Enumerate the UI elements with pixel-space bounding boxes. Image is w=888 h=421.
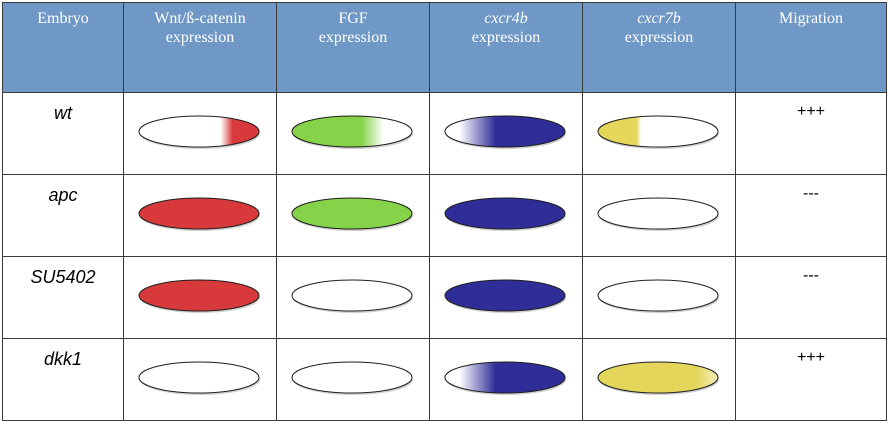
fgf-expression-cell [276,92,430,175]
wnt-expression-ellipse [138,361,260,395]
migration-value: +++ [796,349,826,366]
cxcr7b-expression-ellipse [597,197,719,231]
wnt-expression-ellipse [138,197,260,231]
expression-ellipse-green-full [291,197,413,230]
cxcr7b-expression-cell [582,256,736,339]
header-embryo: Embryo [2,2,124,93]
cxcr7b-expression-cell [582,92,736,175]
table-row: dkk1 +++ [2,338,887,421]
wnt-expression-cell [123,256,277,339]
cxcr4b-expression-cell [429,174,583,257]
embryo-cell: wt [2,92,124,175]
cxcr4b-expression-ellipse [444,197,566,231]
migration-cell: +++ [735,338,887,421]
migration-value: +++ [796,103,826,120]
embryo-label: wt [54,103,72,123]
table-row: apc --- [2,174,887,257]
expression-ellipse-empty [291,361,413,394]
embryo-label: SU5402 [30,267,96,287]
fgf-expression-cell [276,256,430,339]
header-cxcr4b: cxcr4b expression [429,2,583,93]
expression-ellipse-empty [138,361,260,394]
header-migration: Migration [735,2,887,93]
table-row: wt +++ [2,92,887,175]
header-wnt: Wnt/ß-catenin expression [123,2,277,93]
expression-ellipse-empty [291,279,413,312]
expression-ellipse-red-full [138,197,260,230]
expression-ellipse-blue-gradient [444,115,566,148]
migration-value: --- [803,185,819,202]
cxcr4b-expression-ellipse [444,115,566,149]
cxcr4b-expression-ellipse [444,279,566,313]
wnt-expression-cell [123,338,277,421]
expression-ellipse-blue-full [444,279,566,312]
cxcr4b-expression-ellipse [444,361,566,395]
fgf-expression-ellipse [291,197,413,231]
migration-value: --- [803,267,819,284]
expression-ellipse-red-right [138,115,260,148]
expression-ellipse-blue-gradient [444,361,566,394]
cxcr7b-expression-cell [582,338,736,421]
cxcr7b-expression-ellipse [597,115,719,149]
expression-ellipse-yellow-full [597,361,719,394]
expression-ellipse-empty [597,197,719,230]
header-cxcr7b: cxcr7b expression [582,2,736,93]
cxcr4b-expression-cell [429,256,583,339]
expression-ellipse-empty [597,279,719,312]
fgf-expression-cell [276,174,430,257]
wnt-expression-cell [123,92,277,175]
header-row: Embryo Wnt/ß-catenin expression FGF expres… [2,2,887,93]
cxcr7b-expression-cell [582,174,736,257]
fgf-expression-ellipse [291,279,413,313]
header-fgf: FGF expression [276,2,430,93]
migration-cell: +++ [735,92,887,175]
expression-ellipse-green-left [291,115,413,148]
table-row: SU5402 --- [2,256,887,339]
wnt-expression-ellipse [138,115,260,149]
fgf-expression-ellipse [291,115,413,149]
embryo-cell: apc [2,174,124,257]
fgf-expression-ellipse [291,361,413,395]
cxcr4b-expression-cell [429,338,583,421]
wnt-expression-ellipse [138,279,260,313]
embryo-label: apc [48,185,78,205]
embryo-label: dkk1 [43,349,83,369]
cxcr7b-expression-ellipse [597,279,719,313]
expression-ellipse-yellow-left [597,115,719,148]
embryo-cell: dkk1 [2,338,124,421]
expression-ellipse-red-full [138,279,260,312]
cxcr7b-expression-ellipse [597,361,719,395]
wnt-expression-cell [123,174,277,257]
embryo-cell: SU5402 [2,256,124,339]
migration-cell: --- [735,174,887,257]
cxcr4b-expression-cell [429,92,583,175]
expression-ellipse-blue-full [444,197,566,230]
migration-cell: --- [735,256,887,339]
fgf-expression-cell [276,338,430,421]
